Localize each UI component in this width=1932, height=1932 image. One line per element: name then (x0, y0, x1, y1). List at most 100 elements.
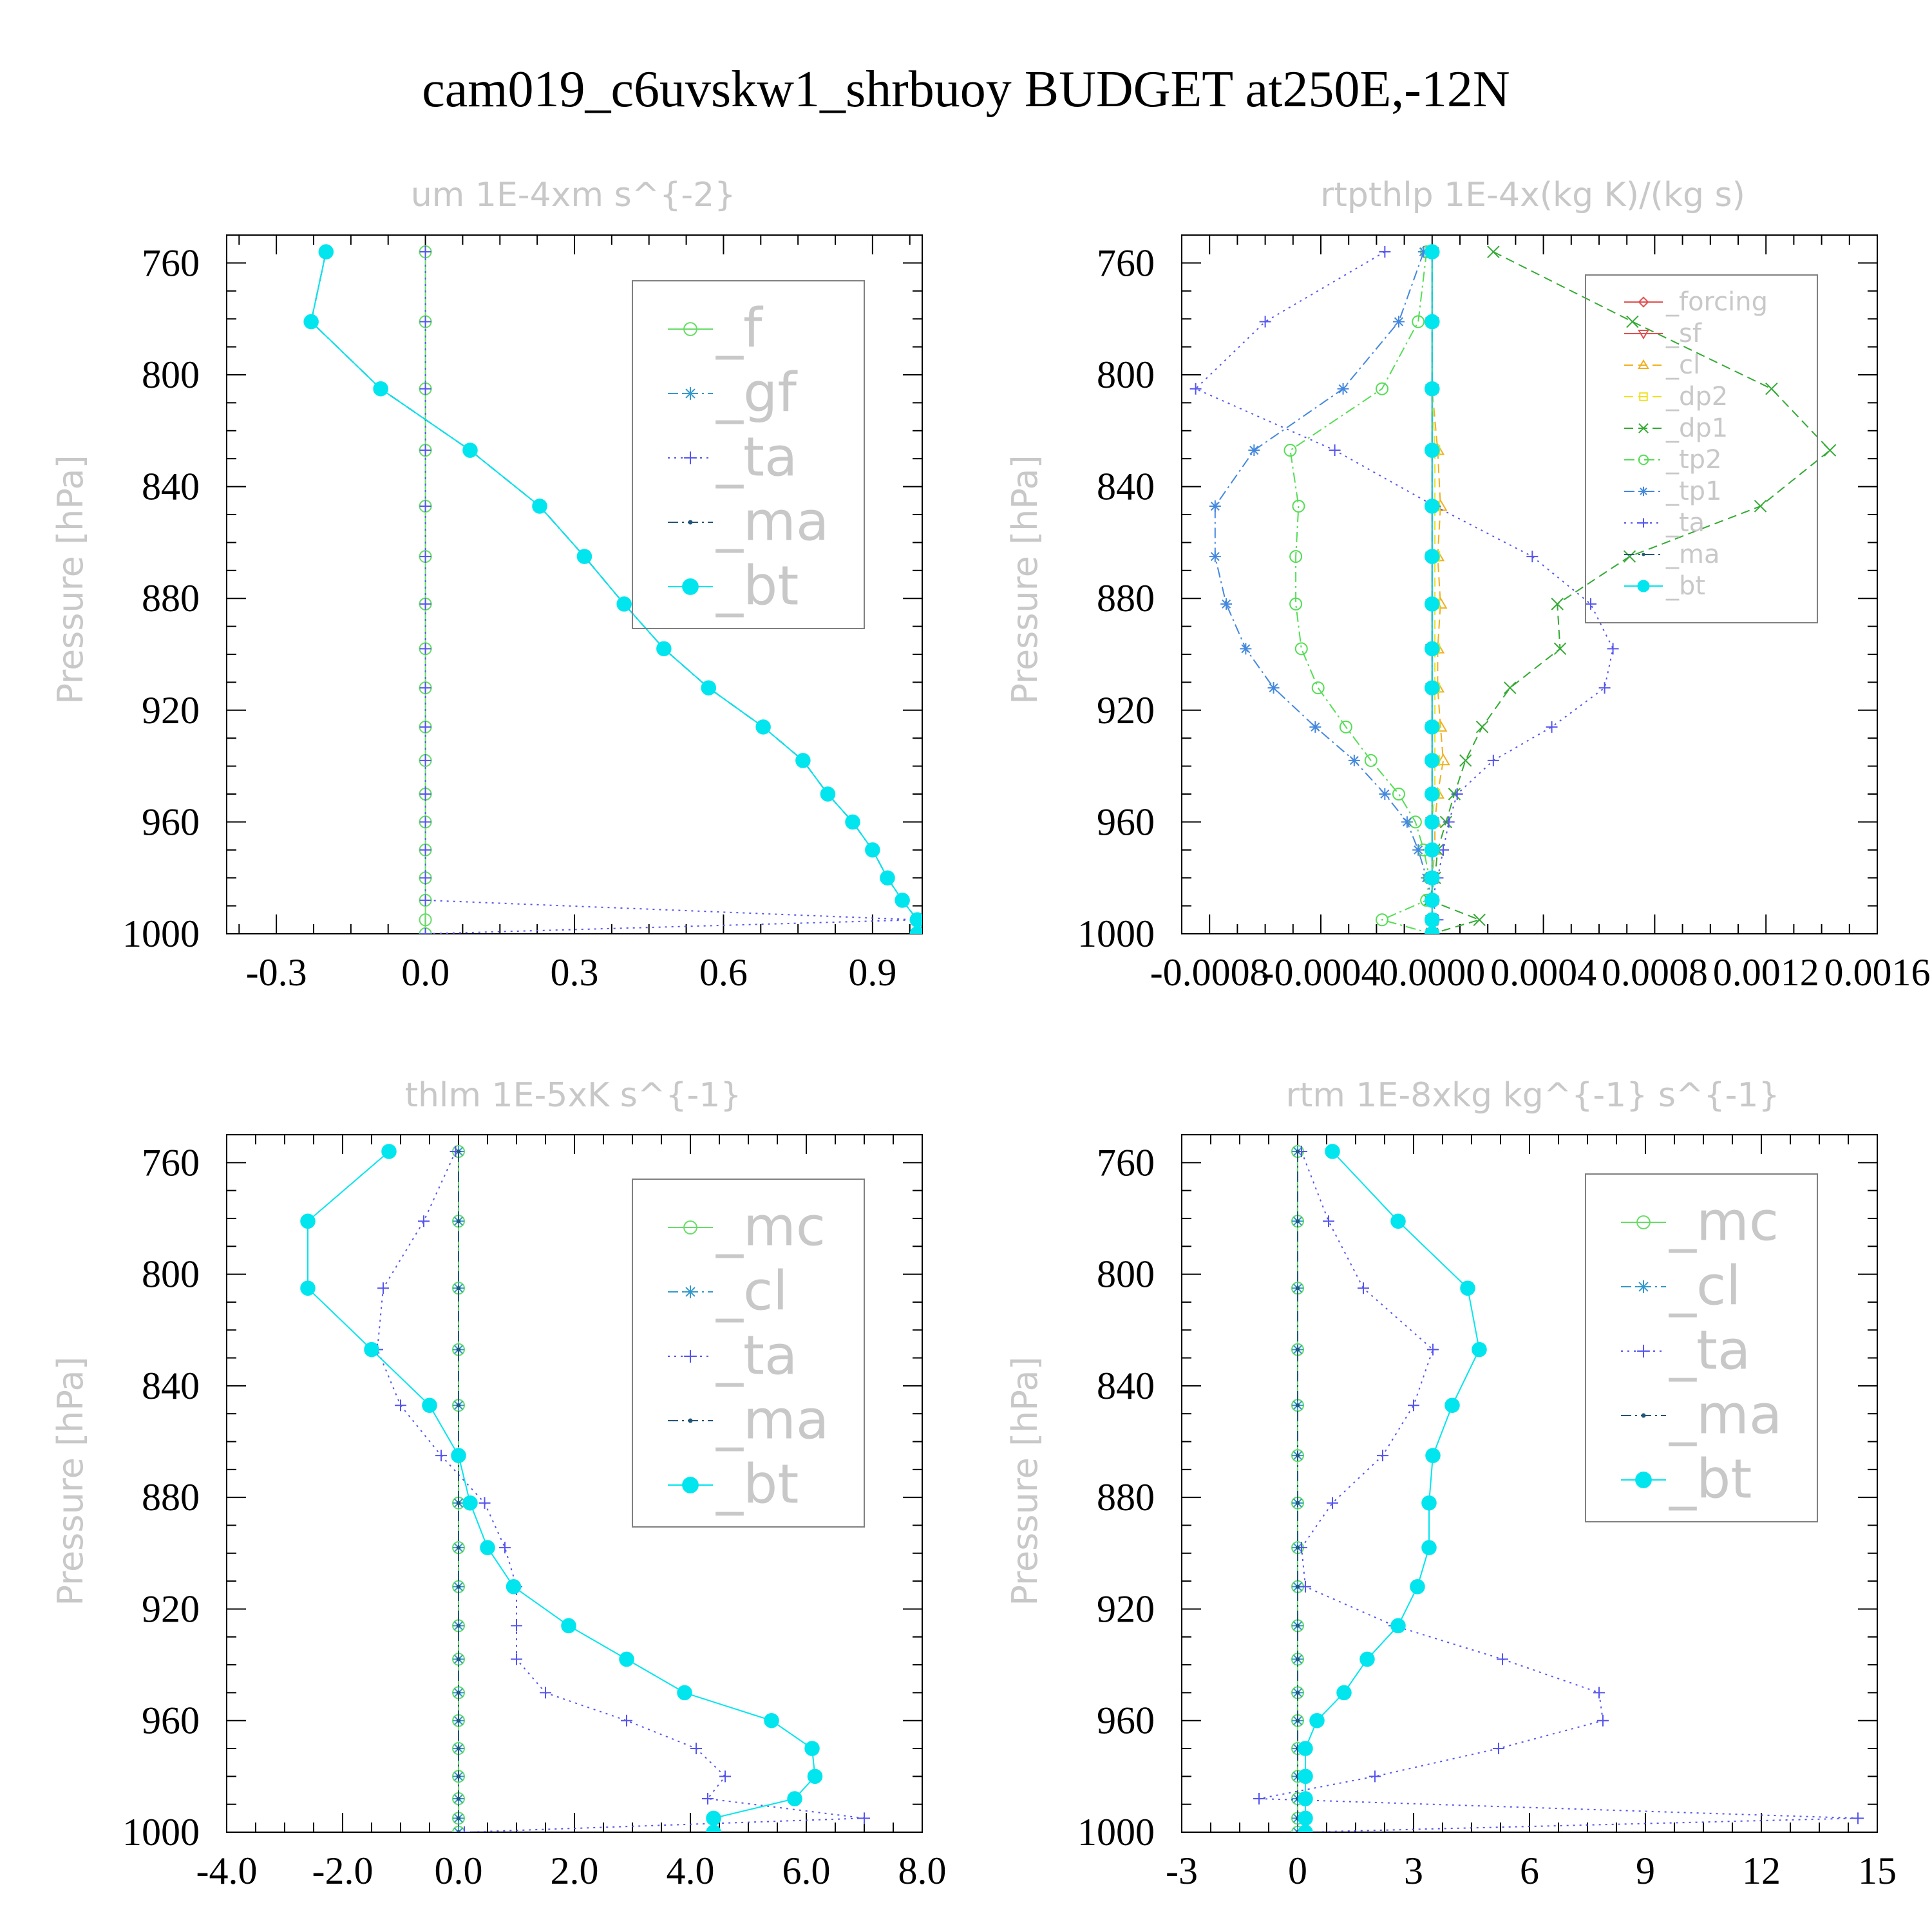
data-point (456, 1657, 461, 1662)
x-tick-label: 0.0000 (1379, 951, 1485, 994)
data-point (1546, 721, 1558, 733)
legend-label: _f (715, 297, 764, 360)
data-point (1473, 913, 1486, 927)
data-point (456, 1501, 461, 1505)
data-point (1504, 681, 1517, 694)
panel-rtm: rtm 1E-8xkg kg^{-1} s^{-1} Pressure [hPa… (1005, 1076, 1897, 1892)
y-tick-label: 800 (142, 354, 200, 396)
y-tick-label: 840 (142, 466, 200, 508)
data-point (419, 788, 431, 800)
data-point (1220, 598, 1233, 610)
data-point (419, 816, 431, 828)
legend-marker (1637, 1345, 1650, 1358)
data-point (480, 1540, 495, 1555)
data-point (1493, 1743, 1504, 1755)
data-point (1417, 246, 1430, 258)
data-point (1336, 1685, 1352, 1701)
data-point (456, 1584, 461, 1589)
data-point (1425, 442, 1440, 458)
data-point (1298, 1791, 1313, 1806)
legend-label: _bt (715, 1453, 799, 1516)
legend-marker (1638, 329, 1649, 340)
axes-frame (226, 234, 923, 934)
data-point (418, 1215, 430, 1227)
data-point (419, 754, 431, 766)
y-tick-label: 1000 (122, 1811, 200, 1853)
data-point (1425, 870, 1440, 886)
data-point (373, 381, 388, 397)
data-point (364, 1341, 379, 1358)
y-tick-label: 840 (142, 1365, 200, 1407)
legend: _forcing_sf_cl_dp2_dp1_tp2_tp1_ta_ma_bt (1585, 274, 1818, 623)
data-point (1421, 1495, 1437, 1511)
data-point (1425, 498, 1440, 514)
data-point (1425, 381, 1440, 397)
data-point (1765, 382, 1778, 395)
data-point (1295, 1657, 1300, 1662)
data-point (1309, 1712, 1325, 1728)
legend-label: _cl (1669, 1255, 1741, 1318)
data-point (456, 1718, 461, 1723)
data-point (1295, 1219, 1300, 1224)
data-point (1209, 551, 1221, 563)
x-tick-label: 0.6 (699, 951, 748, 994)
y-tick-label: 1000 (1077, 913, 1155, 955)
data-point (1472, 1341, 1487, 1358)
data-point (656, 641, 672, 657)
panel-title: rtpthlp 1E-4x(kg K)/(kg s) (1320, 176, 1745, 214)
series-line-bt (1305, 1151, 1481, 1832)
legend: _mc_cl_ta_ma_bt (632, 1179, 865, 1528)
data-point (456, 1690, 461, 1695)
data-point (1823, 444, 1837, 457)
data-point (1597, 1714, 1609, 1727)
y-axis-label: Pressure [hPa] (1005, 455, 1045, 704)
data-point (1369, 1770, 1381, 1783)
series-line-tp1 (1214, 251, 1433, 934)
y-tick-label: 800 (1097, 354, 1155, 396)
legend: _mc_cl_ta_ma_bt (1585, 1173, 1818, 1522)
data-point (478, 1497, 491, 1509)
legend-label: _gf (715, 361, 798, 424)
legend-marker (1635, 1472, 1652, 1488)
data-point (1425, 893, 1440, 908)
legend-marker (1641, 1413, 1646, 1418)
data-point (1295, 1347, 1300, 1352)
data-point (1425, 549, 1440, 564)
data-point (1292, 499, 1305, 513)
data-point (540, 1687, 551, 1699)
data-point (1410, 1579, 1425, 1595)
data-point (456, 1286, 461, 1291)
data-point (1451, 788, 1463, 800)
data-point (419, 872, 431, 884)
plot-area: 760 800 840 880 920 960 1000-4.0 -2.0 0.0 2.0 4.0 6… (122, 1134, 947, 1892)
data-point (1598, 682, 1611, 694)
x-tick-label: 0.3 (551, 951, 599, 994)
legend-marker (1637, 1280, 1650, 1293)
data-point (1309, 721, 1321, 733)
data-point (1487, 754, 1499, 766)
data-point (576, 549, 592, 564)
y-tick-label: 800 (1097, 1253, 1155, 1296)
data-point (499, 1542, 511, 1554)
legend-label: _cl (715, 1260, 788, 1323)
data-point (456, 1347, 461, 1352)
legend-marker (684, 451, 697, 464)
legend-label: _cl (1665, 350, 1700, 380)
y-tick-label: 920 (142, 689, 200, 732)
data-point (456, 1403, 461, 1408)
data-point (1248, 444, 1260, 457)
y-tick-label: 880 (142, 577, 200, 620)
x-tick-label: 12 (1742, 1850, 1781, 1892)
data-point (1593, 1687, 1605, 1699)
data-point (419, 721, 431, 733)
data-point (456, 1816, 461, 1821)
y-tick-label: 880 (1097, 1476, 1155, 1519)
data-point (1487, 245, 1500, 258)
data-point (895, 893, 910, 908)
legend-marker (684, 1285, 697, 1298)
data-point (1295, 1584, 1300, 1589)
data-point (807, 1768, 823, 1785)
data-point (858, 1812, 870, 1824)
panel-thlm: thlm 1E-5xK s^{-1} Pressure [hPa] 760 800… (50, 1076, 947, 1892)
